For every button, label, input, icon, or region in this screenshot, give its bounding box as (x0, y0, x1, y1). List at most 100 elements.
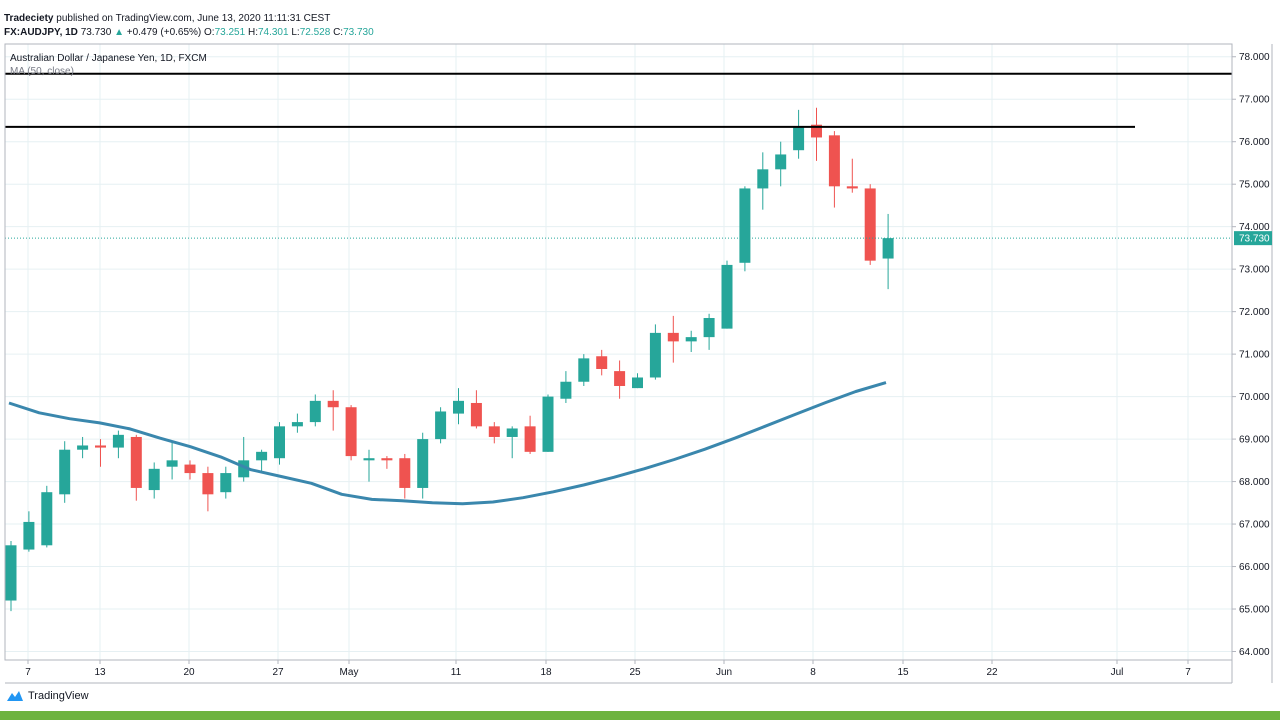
series-title: Australian Dollar / Japanese Yen, 1D, FX… (10, 53, 207, 64)
candle[interactable] (59, 441, 71, 503)
low-label: L: (291, 27, 300, 38)
candle[interactable] (667, 315, 679, 363)
candle-body (667, 332, 679, 342)
candle-body (417, 439, 429, 488)
time-tick-label: 15 (897, 667, 909, 678)
candle[interactable] (811, 107, 822, 161)
price-tick-label: 69.000 (1239, 435, 1270, 446)
candle[interactable] (327, 390, 339, 431)
candle[interactable] (363, 449, 375, 482)
candle[interactable] (703, 313, 715, 350)
candle[interactable] (757, 152, 769, 210)
candle-body (578, 358, 590, 382)
author-name: Tradeciety (4, 13, 54, 24)
candle-body (596, 356, 608, 369)
candle[interactable] (256, 449, 268, 471)
candle-body (846, 186, 858, 189)
candle[interactable] (112, 430, 124, 459)
candle[interactable] (775, 141, 787, 187)
candle[interactable] (77, 436, 89, 459)
candle[interactable] (453, 388, 464, 425)
candle[interactable] (166, 441, 178, 480)
candle[interactable] (238, 436, 250, 482)
price-tick-label: 67.000 (1239, 520, 1270, 531)
candle[interactable] (793, 109, 805, 159)
candle[interactable] (417, 432, 429, 499)
candle[interactable] (632, 373, 643, 389)
candle-body (864, 188, 876, 261)
candle-body (560, 381, 572, 399)
candle[interactable] (5, 541, 17, 612)
candle[interactable] (828, 131, 840, 208)
time-axis[interactable]: 7 13 20 27 May 11 18 25 Jun 8 15 22 Jul 7 (25, 660, 1191, 678)
tradingview-logo[interactable]: TradingView (6, 689, 89, 703)
candle[interactable] (470, 390, 482, 429)
candle[interactable] (721, 260, 733, 329)
symbol-label: FX:AUDJPY, 1D (4, 27, 78, 38)
candle[interactable] (274, 422, 285, 465)
up-arrow-icon: ▲ (114, 27, 124, 38)
price-tick-label: 78.000 (1239, 52, 1270, 63)
last-price-value: 73.730 (80, 27, 112, 38)
candle[interactable] (345, 405, 357, 461)
candle-body (77, 445, 89, 450)
candle[interactable] (184, 460, 196, 480)
candle-body (202, 473, 214, 495)
candle-body (59, 449, 71, 495)
candle[interactable] (41, 485, 53, 548)
candle-body (130, 436, 142, 488)
candle[interactable] (864, 184, 876, 265)
open-label: O: (204, 27, 215, 38)
candle[interactable] (291, 413, 303, 433)
candle[interactable] (309, 394, 321, 427)
candle[interactable] (614, 360, 626, 399)
candle-body (649, 332, 661, 378)
candle[interactable] (506, 426, 518, 459)
candle-body (470, 402, 482, 427)
chart-grid (5, 44, 1232, 660)
candle[interactable] (596, 349, 608, 376)
candle[interactable] (399, 453, 411, 499)
high-value: 74.301 (257, 27, 289, 38)
price-tick-label: 72.000 (1239, 307, 1270, 318)
publish-info: Tradeciety published on TradingView.com,… (4, 12, 330, 26)
candle[interactable] (524, 415, 536, 454)
candle-body (95, 445, 106, 448)
candle[interactable] (846, 158, 858, 193)
candle[interactable] (488, 422, 500, 444)
time-tick-label: 13 (94, 667, 106, 678)
change-value: +0.479 (+0.65%) (126, 27, 202, 38)
price-axis[interactable]: 78.000 77.000 76.000 75.000 74.000 73.000 72.0… (1232, 52, 1272, 658)
candle[interactable] (649, 324, 661, 380)
candlestick-series[interactable] (5, 107, 894, 612)
candle[interactable] (578, 354, 590, 386)
candle[interactable] (220, 466, 232, 499)
candle[interactable] (560, 371, 572, 403)
publish-text: published on TradingView.com, June 13, 2… (56, 13, 331, 24)
candle[interactable] (381, 456, 393, 469)
tradingview-logo-icon (7, 691, 23, 701)
resistance-lines[interactable] (5, 72, 1232, 128)
candle[interactable] (685, 330, 697, 352)
candle[interactable] (435, 407, 447, 444)
candle[interactable] (542, 394, 554, 452)
candle-body (685, 337, 697, 342)
candle[interactable] (95, 439, 106, 467)
candle[interactable] (130, 434, 142, 501)
price-tick-label: 74.000 (1239, 222, 1270, 233)
candle-body (811, 124, 822, 138)
candle-body (721, 264, 733, 329)
candle[interactable] (23, 511, 35, 552)
candle-body (828, 135, 840, 187)
ma-polyline[interactable] (8, 381, 887, 506)
candle[interactable] (202, 466, 214, 512)
candle[interactable] (148, 462, 160, 499)
candle-body (148, 468, 160, 491)
candle[interactable] (882, 213, 894, 290)
moving-average-line[interactable] (8, 381, 887, 506)
time-tick-label: 7 (1185, 667, 1191, 678)
candle[interactable] (739, 186, 751, 272)
candle-body (309, 400, 321, 423)
time-tick-label: May (340, 667, 359, 678)
